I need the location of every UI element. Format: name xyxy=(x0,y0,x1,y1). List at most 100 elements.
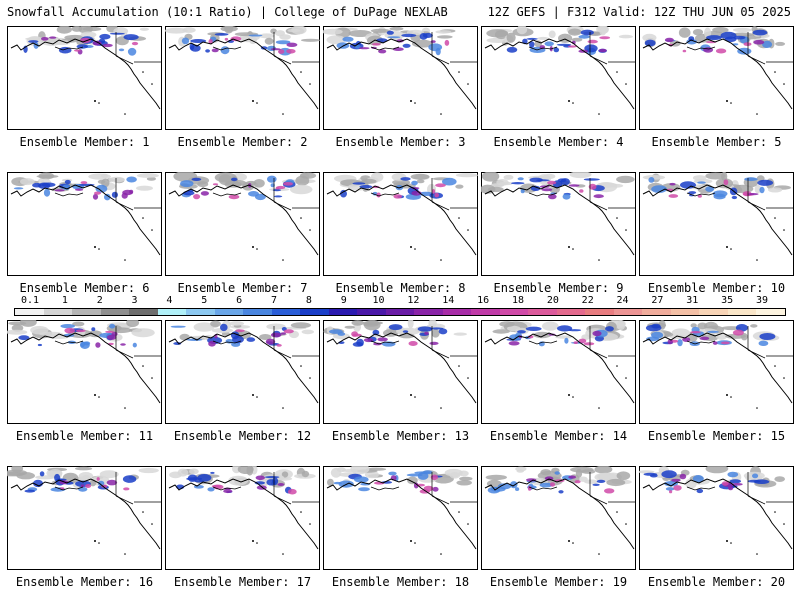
map-frame xyxy=(481,466,636,570)
colorbar-swatch xyxy=(214,309,244,315)
coastline xyxy=(326,332,477,404)
border-line xyxy=(589,201,608,211)
colorbar-label: 7 xyxy=(270,295,278,306)
member-label: Ensemble Member: 16 xyxy=(15,575,154,589)
coastline xyxy=(326,38,477,110)
colorbar-swatch xyxy=(100,309,130,315)
snowfall-field xyxy=(486,26,633,55)
border-line xyxy=(273,201,292,211)
coastline xyxy=(10,478,161,550)
member-label: Ensemble Member: 7 xyxy=(177,281,308,295)
colorbar-labels: 0.1 1 2 3 4 5 6 7 8 9 10 12 14 16 18 20 22 24 27 31 35 39 xyxy=(14,296,786,306)
coastline xyxy=(168,184,319,256)
colorbar-swatch xyxy=(613,309,643,315)
aleutian-coast xyxy=(686,192,716,197)
colorbar-swatch xyxy=(414,309,443,315)
map-frame xyxy=(481,320,636,424)
ensemble-panel: Ensemble Member: 2 xyxy=(165,26,320,152)
colorbar-swatch xyxy=(328,309,358,315)
colorbar-label: 5 xyxy=(201,295,208,306)
aleutian-coast xyxy=(370,340,400,345)
colorbar-label: 39 xyxy=(755,295,769,306)
ensemble-panel: Ensemble Member: 8 xyxy=(323,172,478,298)
border-line xyxy=(431,55,450,65)
colorbar-swatch xyxy=(556,309,586,315)
border-line xyxy=(589,495,608,505)
coastline xyxy=(10,38,161,110)
colorbar-swatch xyxy=(528,309,557,315)
border-line xyxy=(431,201,450,211)
border-line xyxy=(115,349,134,359)
aleutian-coast xyxy=(212,46,242,51)
colorbar-label: 20 xyxy=(546,295,559,306)
colorbar-swatch xyxy=(756,309,785,315)
ensemble-panel: Ensemble Member: 15 xyxy=(639,320,794,446)
ensemble-panel: Ensemble Member: 13 xyxy=(323,320,478,446)
aleutian-coast xyxy=(212,192,242,197)
map-frame xyxy=(323,320,478,424)
ensemble-panel: Ensemble Member: 6 xyxy=(7,172,162,298)
member-label: Ensemble Member: 4 xyxy=(493,135,624,149)
colorbar-label: 4 xyxy=(166,295,173,306)
ensemble-panel: Ensemble Member: 14 xyxy=(481,320,636,446)
border-line xyxy=(273,495,292,505)
map-frame xyxy=(7,320,162,424)
aleutian-coast xyxy=(54,486,84,491)
map-frame xyxy=(165,320,320,424)
ensemble-panel: Ensemble Member: 20 xyxy=(639,466,794,592)
border-line xyxy=(747,201,766,211)
colorbar-label: 9 xyxy=(340,295,347,306)
map-frame xyxy=(639,320,794,424)
colorbar-label: 2 xyxy=(96,295,103,306)
colorbar-label: 0.1 xyxy=(20,295,40,306)
coastline xyxy=(168,332,319,404)
map-frame xyxy=(323,172,478,276)
map-frame xyxy=(7,172,162,276)
member-label: Ensemble Member: 8 xyxy=(335,281,466,295)
member-label: Ensemble Member: 1 xyxy=(19,135,150,149)
colorbar-swatch xyxy=(442,309,472,315)
colorbar-swatch xyxy=(15,309,44,315)
ensemble-panel: Ensemble Member: 1 xyxy=(7,26,162,152)
colorbar-swatch xyxy=(300,309,329,315)
colorbar-label: 24 xyxy=(616,295,629,306)
border-line xyxy=(273,349,292,359)
coastline xyxy=(168,38,319,110)
snowfall-field xyxy=(639,466,785,494)
member-label: Ensemble Member: 18 xyxy=(331,575,470,589)
border-line xyxy=(115,495,134,505)
colorbar-label: 22 xyxy=(581,295,594,306)
aleutian-coast xyxy=(54,340,84,345)
coastline xyxy=(10,184,161,256)
coastline xyxy=(642,332,793,404)
member-label: Ensemble Member: 2 xyxy=(177,135,308,149)
member-label: Ensemble Member: 13 xyxy=(331,429,470,443)
coastline xyxy=(642,184,793,256)
member-label: Ensemble Member: 5 xyxy=(651,135,782,149)
map-frame xyxy=(323,26,478,130)
coastline xyxy=(326,478,477,550)
colorbar-swatch xyxy=(670,309,700,315)
snowfall-field xyxy=(173,172,317,201)
colorbar-label: 10 xyxy=(372,295,385,306)
coastline xyxy=(642,38,793,110)
ensemble-panel: Ensemble Member: 19 xyxy=(481,466,636,592)
member-label: Ensemble Member: 11 xyxy=(15,429,154,443)
map-frame xyxy=(165,26,320,130)
colorbar-label: 6 xyxy=(236,295,243,306)
map-frame xyxy=(323,466,478,570)
border-line xyxy=(747,495,766,505)
colorbar-swatch xyxy=(129,309,158,315)
coastline xyxy=(642,478,793,550)
snowfall-field xyxy=(11,172,159,201)
ensemble-panel: Ensemble Member: 9 xyxy=(481,172,636,298)
member-label: Ensemble Member: 12 xyxy=(173,429,312,443)
member-label: Ensemble Member: 14 xyxy=(489,429,628,443)
aleutian-coast xyxy=(370,46,400,51)
colorbar-swatch xyxy=(471,309,500,315)
colorbar-label: 12 xyxy=(407,295,420,306)
colorbar-label: 3 xyxy=(131,295,138,306)
border-line xyxy=(115,201,134,211)
aleutian-coast xyxy=(686,46,716,51)
title-right: 12Z GEFS | F312 Valid: 12Z THU JUN 05 20… xyxy=(487,5,791,19)
